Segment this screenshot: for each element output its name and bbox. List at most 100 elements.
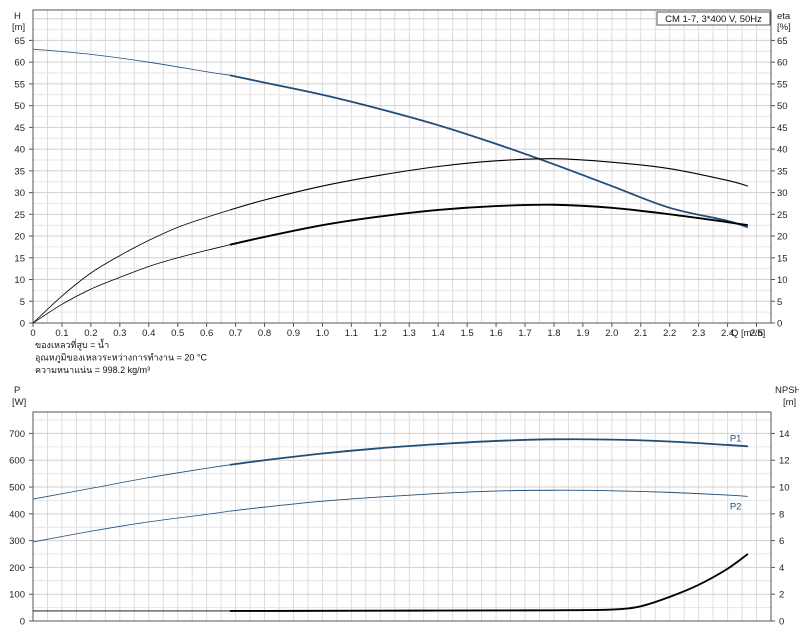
bottom-y-tick-left: 0 xyxy=(20,617,25,628)
top-y-tick-right: 40 xyxy=(777,145,788,156)
head-curve-low-flow xyxy=(32,48,230,76)
fluid-note: อุณหภูมิของเหลวระหว่างการทำงาน = 20 °C xyxy=(35,353,207,364)
top-y-tick-left: 30 xyxy=(14,188,25,199)
top-x-tick: 1.6 xyxy=(489,328,502,339)
bottom-y2-axis-label-unit: [m] xyxy=(783,397,796,408)
top-y-tick-left: 55 xyxy=(14,79,25,90)
bottom-y-tick-left: 600 xyxy=(9,456,25,467)
bottom-y-tick-right: 2 xyxy=(779,590,784,601)
top-x-tick: 2.0 xyxy=(605,328,618,339)
top-x-tick: 2.5 xyxy=(750,328,763,339)
power-p1-curve-low-flow xyxy=(32,464,230,500)
top-y-tick-left: 35 xyxy=(14,166,25,177)
top-y-tick-left: 5 xyxy=(20,297,25,308)
bottom-plot-frame xyxy=(32,411,772,622)
bottom-y-tick-right: 8 xyxy=(779,509,784,520)
top-x-tick: 1.8 xyxy=(547,328,560,339)
bottom-y-tick-left: 200 xyxy=(9,563,25,574)
head-curve xyxy=(229,74,749,229)
bottom-y-tick-right: 0 xyxy=(779,617,784,628)
top-y-tick-left: 15 xyxy=(14,253,25,264)
top-y-tick-right: 25 xyxy=(777,210,788,221)
bottom-y-axis-label-unit: [W] xyxy=(12,397,26,408)
top-y-tick-right: 10 xyxy=(777,275,788,286)
bottom-y-tick-left: 400 xyxy=(9,509,25,520)
efficiency-curve-inner xyxy=(229,203,748,246)
top-y-tick-left: 25 xyxy=(14,210,25,221)
top-x-tick: 0.3 xyxy=(113,328,126,339)
chart-title: CM 1-7, 3*400 V, 50Hz xyxy=(665,14,762,25)
top-chart-series xyxy=(32,48,749,324)
top-x-tick: 0.2 xyxy=(84,328,97,339)
bottom-y-tick-right: 10 xyxy=(779,483,790,494)
top-y-tick-right: 35 xyxy=(777,166,788,177)
fluid-note: ความหนาแน่น = 998.2 kg/m³ xyxy=(35,365,150,375)
top-x-tick: 1.4 xyxy=(432,328,445,339)
series-label-p1: P1 xyxy=(730,433,742,444)
top-x-tick: 1.1 xyxy=(345,328,358,339)
top-y-tick-left: 20 xyxy=(14,232,25,243)
bottom-y-tick-right: 4 xyxy=(779,563,784,574)
efficiency-curve-outer xyxy=(229,158,748,211)
npsh-curve xyxy=(229,553,749,612)
top-y-tick-right: 60 xyxy=(777,58,788,69)
top-x-tick: 0.6 xyxy=(200,328,213,339)
bottom-y-tick-left: 500 xyxy=(9,483,25,494)
top-y-tick-right: 65 xyxy=(777,36,788,47)
top-x-tick: 2.4 xyxy=(721,328,734,339)
bottom-y2-axis-label-name: NPSH xyxy=(775,385,799,396)
bottom-y-tick-left: 100 xyxy=(9,590,25,601)
bottom-y-tick-right: 12 xyxy=(779,456,790,467)
top-y-tick-right: 0 xyxy=(777,319,782,330)
top-y-tick-right: 5 xyxy=(777,297,782,308)
top-x-tick: 0.5 xyxy=(171,328,184,339)
top-x-tick: 0.7 xyxy=(229,328,242,339)
power-p2-curve xyxy=(229,489,748,512)
top-x-tick: 2.3 xyxy=(692,328,705,339)
top-x-tick: 2.2 xyxy=(663,328,676,339)
top-x-tick: 1.7 xyxy=(518,328,531,339)
series-label-p2: P2 xyxy=(730,501,742,512)
top-y-tick-right: 50 xyxy=(777,101,788,112)
efficiency-curve-inner-low-flow xyxy=(32,244,230,324)
top-plot-frame xyxy=(32,9,772,324)
chart-title-box xyxy=(656,11,771,26)
top-x-tick: 1.9 xyxy=(576,328,589,339)
top-x-tick: 0 xyxy=(30,328,35,339)
power-p1-curve xyxy=(229,438,748,466)
bottom-y-tick-left: 300 xyxy=(9,536,25,547)
top-y-tick-left: 60 xyxy=(14,58,25,69)
top-y-tick-right: 20 xyxy=(777,232,788,243)
fluid-note: ของเหลวที่สูบ = น้ำ xyxy=(35,338,109,351)
top-y-tick-left: 65 xyxy=(14,36,25,47)
top-y-axis-label-unit: [m] xyxy=(12,22,25,33)
top-y2-axis-label-unit: [%] xyxy=(777,22,791,33)
top-y-tick-left: 50 xyxy=(14,101,25,112)
top-x-tick: 2.1 xyxy=(634,328,647,339)
top-y-tick-left: 0 xyxy=(20,319,25,330)
bottom-y-axis-label-name: P xyxy=(14,385,20,396)
top-y-tick-right: 30 xyxy=(777,188,788,199)
bottom-y-tick-right: 14 xyxy=(779,429,790,440)
top-y-tick-left: 45 xyxy=(14,123,25,134)
top-y-tick-right: 15 xyxy=(777,253,788,264)
top-y-axis-label-name: H xyxy=(14,11,21,22)
top-y-tick-left: 10 xyxy=(14,275,25,286)
top-y-tick-right: 45 xyxy=(777,123,788,134)
top-x-tick: 1.3 xyxy=(403,328,416,339)
bottom-y-tick-right: 6 xyxy=(779,536,784,547)
bottom-chart-series xyxy=(32,438,749,612)
top-x-tick: 1.2 xyxy=(374,328,387,339)
top-x-tick: 0.4 xyxy=(142,328,155,339)
top-x-tick: 0.1 xyxy=(55,328,68,339)
top-x-tick: 1.5 xyxy=(461,328,474,339)
top-y2-axis-label-name: eta xyxy=(777,11,791,22)
power-p2-curve-low-flow xyxy=(32,510,230,543)
top-x-tick: 1.0 xyxy=(316,328,329,339)
top-y-tick-left: 40 xyxy=(14,145,25,156)
top-x-tick: 0.9 xyxy=(287,328,300,339)
bottom-y-tick-left: 700 xyxy=(9,429,25,440)
top-x-axis-label: Q [m³/h] xyxy=(731,328,765,339)
